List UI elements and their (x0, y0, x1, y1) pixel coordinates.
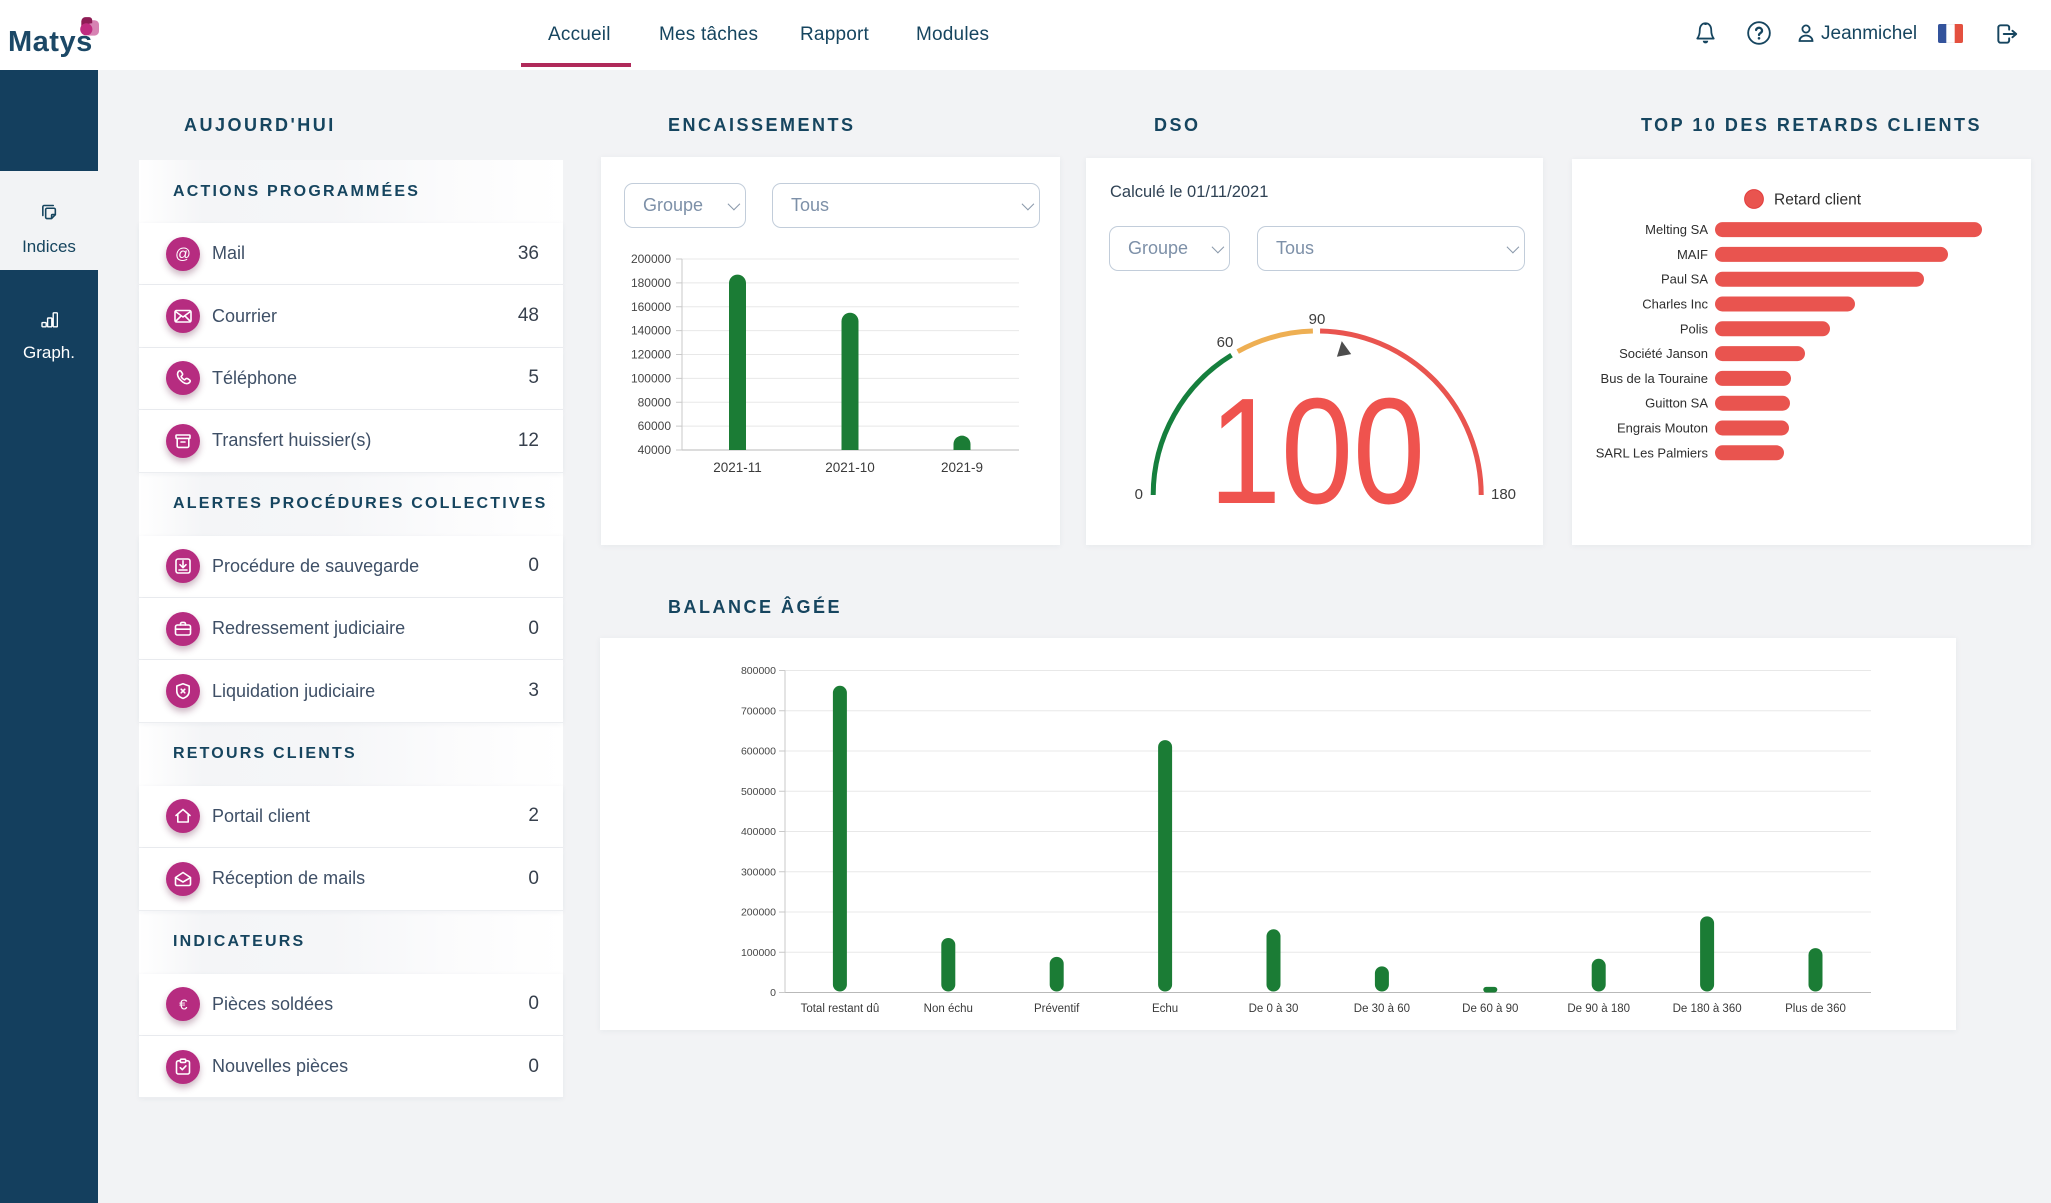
svg-text:100: 100 (1209, 366, 1425, 535)
svg-text:40000: 40000 (638, 443, 672, 457)
svg-text:De 180 à 360: De 180 à 360 (1673, 1003, 1742, 1015)
svg-text:Polis: Polis (1680, 321, 1709, 336)
svg-text:Bus de la Touraine: Bus de la Touraine (1601, 371, 1708, 386)
svg-text:Total restant dû: Total restant dû (801, 1003, 880, 1015)
svg-text:160000: 160000 (631, 300, 671, 314)
svg-text:120000: 120000 (631, 348, 671, 362)
svg-text:90: 90 (1309, 311, 1326, 328)
svg-text:400000: 400000 (741, 826, 776, 838)
svg-text:€: € (179, 997, 188, 1014)
svg-text:MAIF: MAIF (1677, 247, 1708, 262)
svg-text:SARL Les Palmiers: SARL Les Palmiers (1596, 445, 1709, 460)
svg-text:80000: 80000 (638, 395, 672, 409)
svg-text:0: 0 (770, 987, 776, 999)
svg-text:700000: 700000 (741, 705, 776, 717)
svg-text:100000: 100000 (631, 371, 671, 385)
svg-text:500000: 500000 (741, 786, 776, 798)
svg-text:Plus de 360: Plus de 360 (1785, 1003, 1846, 1015)
svg-text:60000: 60000 (638, 419, 672, 433)
svg-text:@: @ (175, 246, 191, 263)
svg-text:0: 0 (1135, 486, 1143, 503)
svg-text:180000: 180000 (631, 276, 671, 290)
svg-text:100000: 100000 (741, 947, 776, 959)
svg-text:200000: 200000 (741, 907, 776, 919)
svg-text:Retard client: Retard client (1774, 192, 1862, 209)
svg-text:De 0 à 30: De 0 à 30 (1249, 1003, 1299, 1015)
svg-text:2021-9: 2021-9 (941, 460, 983, 475)
svg-text:60: 60 (1217, 334, 1234, 351)
svg-text:600000: 600000 (741, 746, 776, 758)
svg-text:180: 180 (1491, 486, 1516, 503)
svg-text:Société Janson: Société Janson (1619, 346, 1708, 361)
svg-text:800000: 800000 (741, 665, 776, 677)
svg-text:De 60 à 90: De 60 à 90 (1462, 1003, 1518, 1015)
svg-text:Préventif: Préventif (1034, 1003, 1080, 1015)
svg-text:2021-11: 2021-11 (713, 460, 762, 475)
svg-text:Guitton SA: Guitton SA (1645, 396, 1708, 411)
svg-text:Engrais Mouton: Engrais Mouton (1617, 421, 1708, 436)
svg-text:Paul SA: Paul SA (1661, 272, 1708, 287)
svg-text:Melting SA: Melting SA (1645, 222, 1708, 237)
svg-text:Echu: Echu (1152, 1003, 1178, 1015)
svg-text:200000: 200000 (631, 252, 671, 266)
svg-text:Charles Inc: Charles Inc (1642, 297, 1708, 312)
svg-text:De 30 à 60: De 30 à 60 (1354, 1003, 1410, 1015)
svg-text:140000: 140000 (631, 324, 671, 338)
svg-text:De 90 à 180: De 90 à 180 (1567, 1003, 1630, 1015)
svg-text:300000: 300000 (741, 866, 776, 878)
svg-text:Non échu: Non échu (924, 1003, 973, 1015)
svg-text:2021-10: 2021-10 (825, 460, 875, 475)
